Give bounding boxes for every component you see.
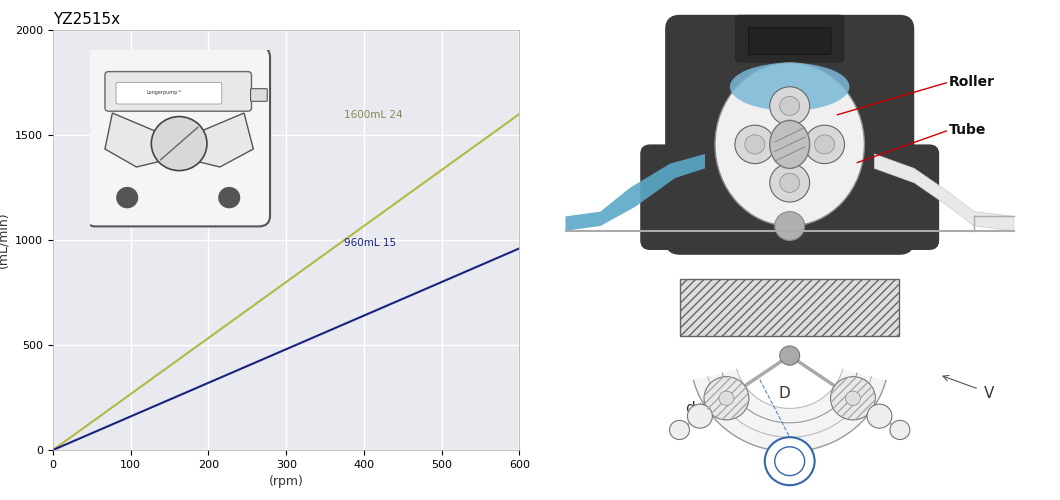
Circle shape [688,404,712,428]
Circle shape [745,135,764,154]
FancyBboxPatch shape [117,82,222,104]
Circle shape [770,87,810,125]
Ellipse shape [730,63,849,111]
Text: V: V [984,386,994,402]
Circle shape [846,391,861,406]
Text: Tube: Tube [949,123,987,137]
Circle shape [765,437,815,485]
Circle shape [117,188,138,208]
Bar [681,279,899,336]
Text: Roller: Roller [949,75,995,89]
Circle shape [704,376,748,420]
Circle shape [867,404,891,428]
Polygon shape [105,113,179,167]
Circle shape [152,116,207,170]
FancyBboxPatch shape [250,88,267,102]
Circle shape [890,420,909,440]
Circle shape [735,125,775,164]
Circle shape [805,125,845,164]
X-axis label: (rpm): (rpm) [269,476,303,488]
Text: YZ2515x: YZ2515x [53,12,120,28]
Circle shape [831,376,876,420]
Text: d: d [685,401,695,416]
Circle shape [219,188,240,208]
Text: 960mL 15: 960mL 15 [344,238,400,248]
Polygon shape [874,154,1013,231]
Circle shape [719,391,734,406]
Circle shape [670,420,689,440]
Text: Longerpump™: Longerpump™ [146,90,182,95]
Polygon shape [179,113,253,167]
Circle shape [780,173,799,193]
Ellipse shape [770,120,810,168]
Circle shape [775,447,805,476]
Ellipse shape [714,63,865,226]
FancyBboxPatch shape [640,144,720,250]
FancyBboxPatch shape [735,15,845,63]
Polygon shape [693,370,886,452]
Circle shape [814,135,834,154]
FancyBboxPatch shape [105,72,251,111]
Y-axis label: (mL/min): (mL/min) [0,212,10,268]
FancyBboxPatch shape [85,46,270,226]
Circle shape [780,346,799,365]
Circle shape [775,212,805,240]
Polygon shape [566,154,705,231]
Text: 1600mL 24: 1600mL 24 [344,110,406,120]
Circle shape [780,96,799,116]
FancyBboxPatch shape [748,28,831,54]
FancyBboxPatch shape [666,15,914,255]
Text: D: D [779,386,791,402]
FancyBboxPatch shape [860,144,939,250]
Circle shape [770,164,810,202]
